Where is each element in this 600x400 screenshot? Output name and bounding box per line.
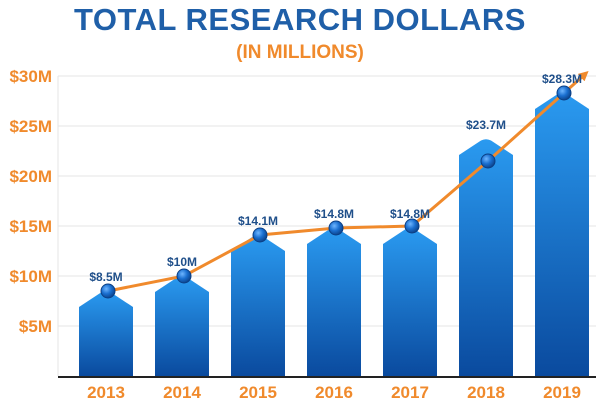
- bar: [307, 228, 361, 376]
- y-axis-ticks: $5M $10M $15M $20M $25M $30M: [9, 67, 52, 336]
- data-label: $8.5M: [89, 270, 122, 284]
- y-tick-label: $15M: [9, 217, 52, 236]
- y-tick-label: $20M: [9, 167, 52, 186]
- trend-marker: [100, 283, 116, 299]
- data-labels: $8.5M $10M $14.1M $14.8M $14.8M $23.7M $28.3M: [89, 72, 582, 284]
- y-tick-label: $5M: [19, 317, 52, 336]
- data-label: $14.8M: [390, 207, 430, 221]
- trend-marker: [404, 218, 420, 234]
- bar: [383, 228, 437, 376]
- trend-line-group: [100, 70, 589, 299]
- chart-subtitle: (IN MILLIONS): [236, 42, 364, 63]
- x-tick-label: 2014: [163, 383, 201, 400]
- trend-marker: [328, 220, 344, 236]
- trend-line: [107, 70, 589, 293]
- bar: [79, 291, 133, 376]
- data-label: $14.1M: [238, 214, 278, 228]
- x-tick-label: 2017: [391, 383, 429, 400]
- bar: [459, 139, 513, 376]
- x-tick-label: 2015: [239, 383, 277, 400]
- y-tick-label: $25M: [9, 117, 52, 136]
- data-label: $28.3M: [542, 72, 582, 86]
- x-axis-ticks: 2013 2014 2015 2016 2017 2018 2019: [87, 383, 581, 400]
- bars: [58, 93, 596, 378]
- bar: [231, 235, 285, 376]
- chart-title: TOTAL RESEARCH DOLLARS: [74, 2, 526, 37]
- bar: [155, 276, 209, 376]
- x-tick-label: 2013: [87, 383, 125, 400]
- x-tick-label: 2018: [467, 383, 505, 400]
- x-tick-label: 2016: [315, 383, 353, 400]
- trend-marker: [556, 85, 572, 101]
- y-tick-label: $10M: [9, 267, 52, 286]
- trend-marker: [176, 268, 192, 284]
- trend-marker: [480, 153, 496, 169]
- bar: [535, 93, 589, 376]
- x-tick-label: 2019: [543, 383, 581, 400]
- data-label: $14.8M: [314, 207, 354, 221]
- data-label: $23.7M: [466, 118, 506, 132]
- data-label: $10M: [167, 255, 197, 269]
- y-tick-label: $30M: [9, 67, 52, 86]
- trend-marker: [252, 227, 268, 243]
